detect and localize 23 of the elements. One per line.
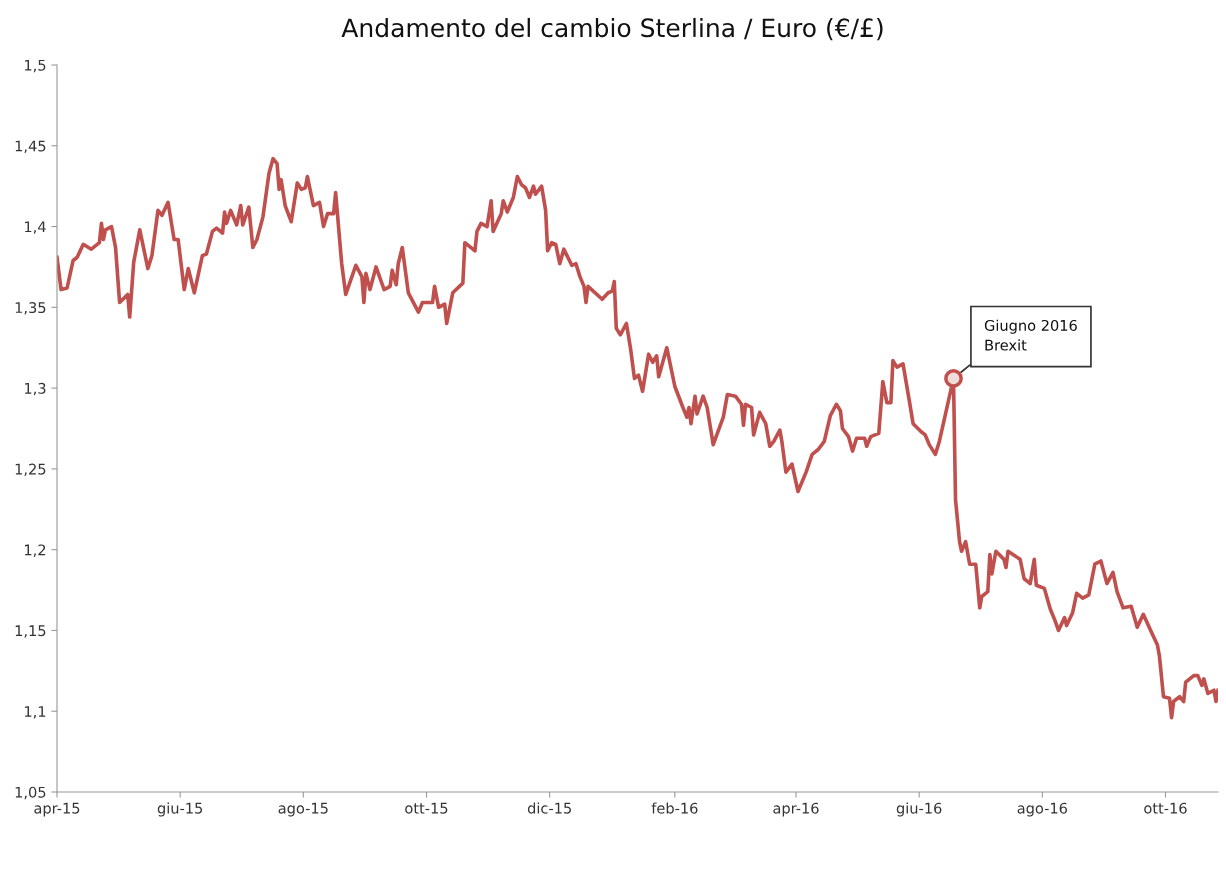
- x-tick-label: giu-15: [157, 802, 203, 817]
- chart-title: Andamento del cambio Sterlina / Euro (€/£): [341, 17, 883, 41]
- x-tick-label: dic-15: [527, 802, 571, 814]
- x-tick-label: ott-16: [1144, 802, 1187, 814]
- y-tick-label: 1,2: [24, 544, 46, 557]
- x-tick-label: ago-15: [278, 802, 328, 817]
- y-tick-label: 1,05: [15, 786, 46, 800]
- y-tick-label: 1,15: [15, 625, 46, 638]
- x-tick-label: apr-15: [34, 802, 80, 817]
- annotation: Giugno 2016 Brexit: [984, 319, 1077, 351]
- x-tick-label: apr-16: [773, 802, 819, 817]
- y-tick-label: 1,4: [24, 221, 46, 234]
- x-tick-label: feb-16: [651, 802, 698, 814]
- y-tick-label: 1,1: [24, 706, 46, 719]
- x-tick-label: giu-16: [896, 802, 942, 817]
- y-tick-label: 1,5: [24, 59, 46, 73]
- y-tick-label: 1,45: [15, 140, 46, 154]
- y-tick-label: 1,35: [15, 302, 46, 315]
- x-tick-label: ott-15: [405, 802, 448, 814]
- y-tick-label: 1,3: [24, 382, 46, 396]
- line-series: [57, 156, 1218, 720]
- y-tick-label: 1,25: [15, 463, 46, 477]
- x-tick-label: ago-16: [1017, 802, 1068, 817]
